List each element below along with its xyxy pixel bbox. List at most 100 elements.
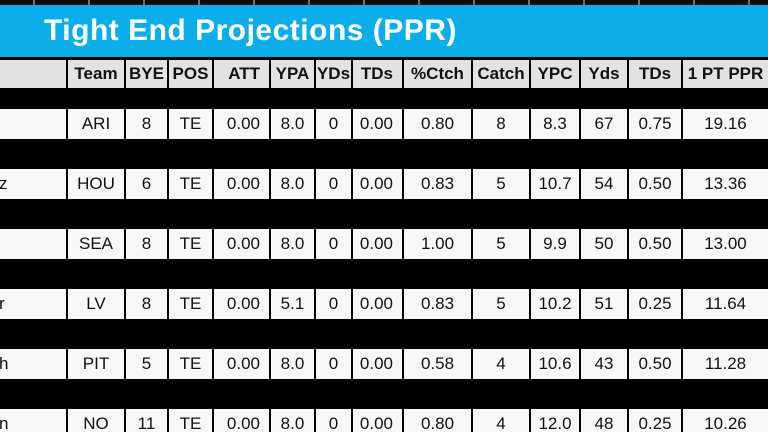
cell: 0.00 <box>214 229 269 259</box>
player-name-fragment: z <box>0 174 8 193</box>
cell: 11.28 <box>683 349 768 379</box>
cell: ARI <box>68 109 124 139</box>
cell: 0.58 <box>404 349 471 379</box>
cell: TE <box>169 229 212 259</box>
cell: 12.0 <box>531 409 579 432</box>
cell: 0.00 <box>214 109 269 139</box>
header-cell-tds: TDs <box>629 60 681 88</box>
cell: 0.00 <box>353 349 402 379</box>
cell: 8.0 <box>271 409 314 432</box>
header-cell-catch: Catch <box>473 60 529 88</box>
cell: 11.64 <box>683 289 768 319</box>
player-name-cell: h <box>0 349 66 379</box>
cell: 8.0 <box>271 349 314 379</box>
cell: NO <box>68 409 124 432</box>
cell: 19.16 <box>683 109 768 139</box>
column-border-tick <box>88 0 90 5</box>
cell: TE <box>169 409 212 432</box>
column-border-tick <box>308 0 310 5</box>
cell: 0.83 <box>404 289 471 319</box>
cell: 0 <box>316 109 351 139</box>
cell: 0.00 <box>353 229 402 259</box>
cell: LV <box>68 289 124 319</box>
cell: SEA <box>68 229 124 259</box>
cell: 51 <box>581 289 627 319</box>
divider <box>0 57 768 60</box>
player-name-fragment: r <box>0 294 5 313</box>
header-cell-ypc: YPC <box>531 60 579 88</box>
title-bar: Tight End Projections (PPR) <box>0 5 768 57</box>
player-name-fragment: n <box>0 414 9 432</box>
cell: 13.36 <box>683 169 768 199</box>
cell: 8.3 <box>531 109 579 139</box>
column-border-tick <box>693 0 695 5</box>
cell: HOU <box>68 169 124 199</box>
column-border-tick <box>253 0 255 5</box>
redacted-row <box>0 139 768 169</box>
header-cell-team: Team <box>68 60 124 88</box>
player-name-fragment: h <box>0 354 9 373</box>
column-border-tick <box>198 0 200 5</box>
cell: 0 <box>316 169 351 199</box>
cell: 0 <box>316 289 351 319</box>
cell: 1.00 <box>404 229 471 259</box>
column-border-tick <box>143 0 145 5</box>
cell: 6 <box>126 169 167 199</box>
column-border-tick <box>528 0 530 5</box>
cell: 10.6 <box>531 349 579 379</box>
cell: 0.50 <box>629 349 681 379</box>
redacted-row <box>0 88 768 109</box>
header-cell-yds: YDs <box>316 60 351 88</box>
cell: 48 <box>581 409 627 432</box>
cell: 43 <box>581 349 627 379</box>
cell: TE <box>169 109 212 139</box>
column-border-tick <box>748 0 750 5</box>
cell: 0.00 <box>353 289 402 319</box>
cell: 0.83 <box>404 169 471 199</box>
column-border-tick <box>33 0 35 5</box>
cell: TE <box>169 169 212 199</box>
cell: 8.0 <box>271 109 314 139</box>
cell: 5 <box>473 289 529 319</box>
column-border-tick <box>418 0 420 5</box>
cell: TE <box>169 289 212 319</box>
cell: 5 <box>126 349 167 379</box>
page-title: Tight End Projections (PPR) <box>44 14 457 47</box>
player-name-cell: n <box>0 409 66 432</box>
cell: 0.25 <box>629 409 681 432</box>
cell: 0.00 <box>214 289 269 319</box>
player-name-cell: r <box>0 289 66 319</box>
cell: 0.80 <box>404 409 471 432</box>
header-cell-name <box>0 60 66 88</box>
redacted-row <box>0 259 768 289</box>
cell: 0.00 <box>353 409 402 432</box>
cell: TE <box>169 349 212 379</box>
column-border-tick <box>583 0 585 5</box>
cell: 50 <box>581 229 627 259</box>
header-cell-att: ATT <box>214 60 269 88</box>
column-border-tick <box>363 0 365 5</box>
header-cell--ctch: %Ctch <box>404 60 471 88</box>
cell: 0.75 <box>629 109 681 139</box>
cell: 8 <box>126 109 167 139</box>
cell: 13.00 <box>683 229 768 259</box>
cell: 0.00 <box>353 169 402 199</box>
cell: 0.50 <box>629 229 681 259</box>
cell: 0.00 <box>214 349 269 379</box>
cell: 8 <box>473 109 529 139</box>
cell: 0 <box>316 349 351 379</box>
header-cell-1-pt-ppr: 1 PT PPR <box>683 60 768 88</box>
cell: 4 <box>473 409 529 432</box>
cell: 54 <box>581 169 627 199</box>
cell: 0.50 <box>629 169 681 199</box>
player-name-cell: z <box>0 169 66 199</box>
column-border-tick <box>473 0 475 5</box>
cell: 0.00 <box>353 109 402 139</box>
header-cell-bye: BYE <box>126 60 167 88</box>
header-cell-ypa: YPA <box>271 60 314 88</box>
cell: 8.0 <box>271 229 314 259</box>
cell: 0.80 <box>404 109 471 139</box>
header-cell-yds: Yds <box>581 60 627 88</box>
cell: 10.7 <box>531 169 579 199</box>
